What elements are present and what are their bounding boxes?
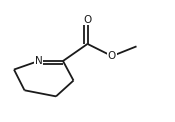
Text: N: N <box>35 56 42 66</box>
Text: O: O <box>83 15 92 25</box>
Text: O: O <box>108 51 116 61</box>
